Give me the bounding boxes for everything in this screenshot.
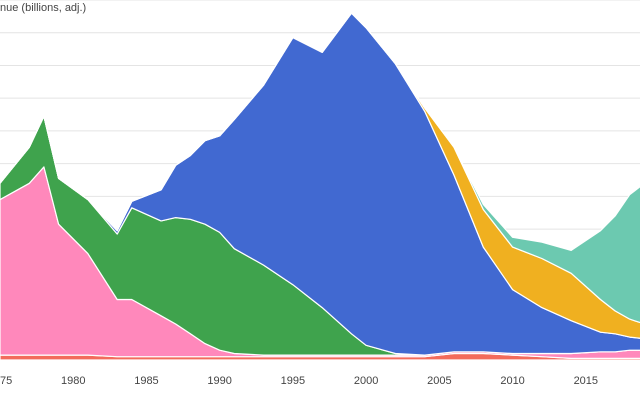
x-axis: 75 1980 1985 1990 1995 2000 2005 2010 2015 <box>0 375 598 387</box>
x-tick-label: 2005 <box>427 375 451 387</box>
x-tick-label: 1985 <box>134 375 158 387</box>
x-tick-label: 1995 <box>281 375 305 387</box>
x-tick-label: 2015 <box>574 375 598 387</box>
x-tick-label: 75 <box>0 375 12 387</box>
x-tick-label: 2010 <box>500 375 524 387</box>
areas <box>0 12 640 361</box>
x-tick-label: 2000 <box>354 375 378 387</box>
chart-title: nue (billions, adj.) <box>0 2 86 14</box>
x-tick-label: 1980 <box>61 375 85 387</box>
x-tick-label: 1990 <box>207 375 231 387</box>
area <box>0 12 640 324</box>
